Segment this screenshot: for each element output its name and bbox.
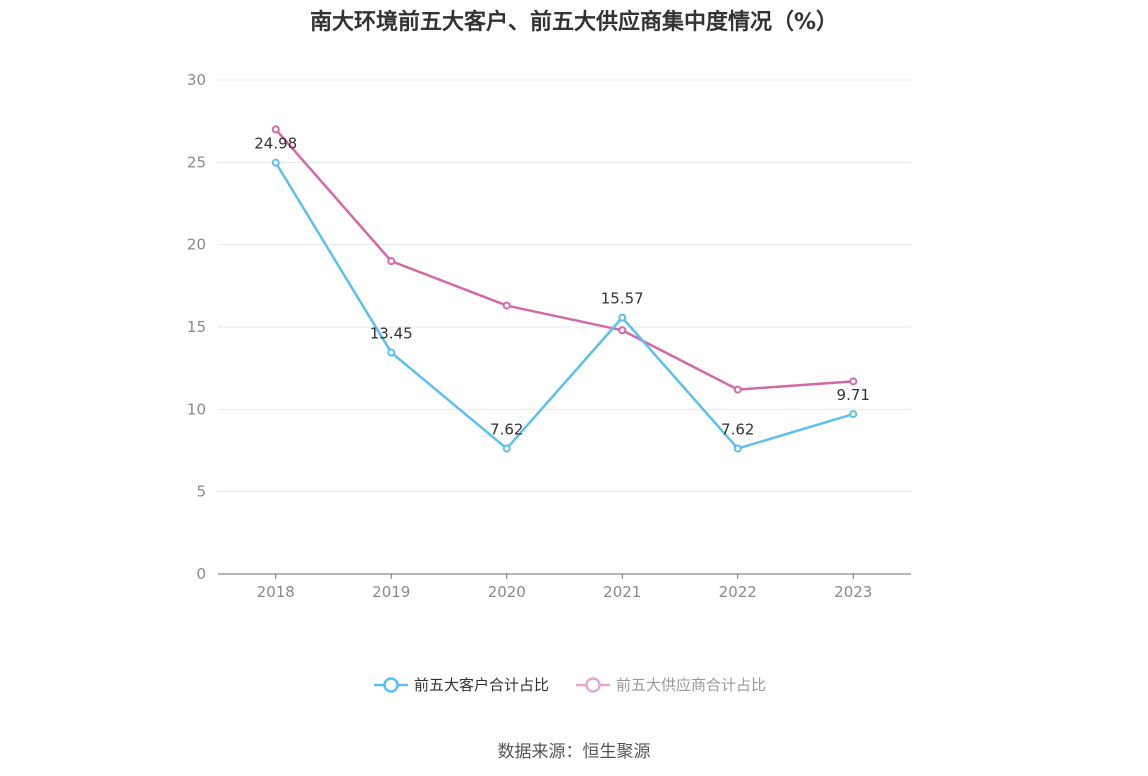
y-tick-label: 20 — [187, 236, 206, 254]
legend-label: 前五大客户合计占比 — [414, 676, 549, 694]
y-tick-label: 5 — [196, 483, 206, 501]
chart-title: 南大环境前五大客户、前五大供应商集中度情况（%） — [309, 10, 839, 35]
legend: 前五大客户合计占比 前五大供应商合计占比 — [374, 676, 766, 694]
legend-item-suppliers: 前五大供应商合计占比 — [576, 676, 766, 694]
data-point-customers-2023 — [849, 410, 858, 419]
data-label: 13.45 — [370, 325, 413, 343]
y-tick-label: 10 — [187, 400, 206, 418]
legend-label: 前五大供应商合计占比 — [616, 676, 766, 694]
series-layer — [271, 125, 858, 453]
data-labels: 24.98 13.45 7.62 15.57 7.62 9.71 — [254, 135, 870, 439]
y-tick-label: 15 — [187, 318, 206, 336]
data-point-customers-2020 — [502, 444, 511, 453]
grid-lines — [218, 79, 911, 493]
source-note: 数据来源：恒生聚源 — [497, 742, 651, 762]
data-label: 24.98 — [254, 135, 297, 153]
data-point-suppliers-2021 — [618, 326, 627, 335]
data-label: 7.62 — [721, 421, 754, 439]
x-tick-label: 2023 — [834, 583, 872, 601]
y-tick-label: 0 — [196, 565, 206, 583]
data-label: 9.71 — [837, 386, 870, 404]
x-tick-label: 2018 — [257, 583, 295, 601]
x-tick-label: 2019 — [372, 583, 410, 601]
data-point-customers-2019 — [387, 348, 396, 357]
legend-marker — [585, 677, 601, 693]
data-point-customers-2018 — [271, 158, 280, 167]
x-tick-label: 2021 — [603, 583, 641, 601]
data-point-customers-2022 — [733, 444, 742, 453]
data-point-customers-2021 — [618, 313, 627, 322]
data-point-suppliers-2023 — [849, 377, 858, 386]
legend-item-customers: 前五大客户合计占比 — [374, 676, 549, 694]
data-point-suppliers-2022 — [733, 385, 742, 394]
x-tick-label: 2022 — [719, 583, 757, 601]
data-point-suppliers-2018 — [271, 125, 280, 134]
y-tick-label: 30 — [187, 71, 206, 89]
data-label: 15.57 — [601, 290, 644, 308]
data-label: 7.62 — [490, 421, 523, 439]
series-line-suppliers — [274, 128, 854, 391]
data-point-suppliers-2020 — [502, 301, 511, 310]
x-tick-label: 2020 — [488, 583, 526, 601]
data-point-suppliers-2019 — [387, 257, 396, 266]
axes: 0 5 10 15 20 25 30 2018 2019 2020 2021 2022 2023 — [187, 71, 911, 601]
legend-marker — [383, 677, 399, 693]
y-tick-label: 25 — [187, 153, 206, 171]
series-line-customers — [274, 162, 854, 450]
